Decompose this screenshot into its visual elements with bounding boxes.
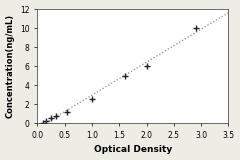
Y-axis label: Concentration(ng/mL): Concentration(ng/mL) [6, 14, 15, 118]
X-axis label: Optical Density: Optical Density [94, 145, 172, 154]
